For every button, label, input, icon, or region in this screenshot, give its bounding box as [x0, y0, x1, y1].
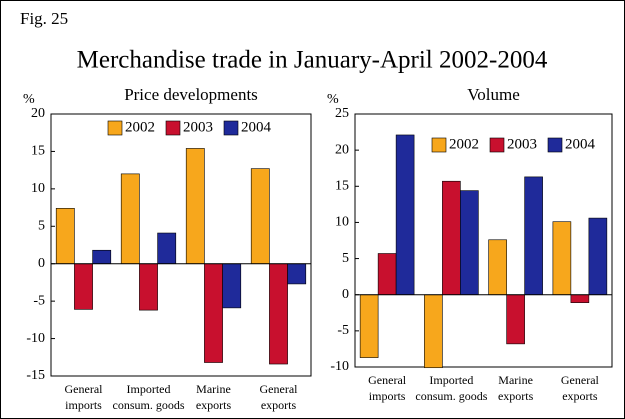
y-tick-label: -5 — [33, 293, 45, 308]
bar — [377, 253, 397, 296]
x-tick-label: Imported — [429, 373, 473, 387]
bar — [460, 190, 479, 296]
bar — [588, 217, 608, 296]
x-tick-label: exports — [562, 389, 598, 403]
bar — [287, 263, 307, 285]
y-tick-label: 20 — [31, 106, 45, 121]
x-tick-label: General — [368, 373, 407, 387]
x-tick-label: exports — [196, 398, 232, 412]
y-tick-label: -5 — [337, 323, 349, 338]
legend-swatch — [107, 120, 123, 136]
legend-swatch — [547, 137, 563, 153]
legend-swatch — [489, 137, 505, 153]
bar — [359, 294, 379, 358]
x-tick-label: consum. goods — [415, 389, 487, 403]
bar — [488, 239, 507, 296]
bar — [442, 180, 461, 296]
plot-area — [50, 113, 312, 377]
bar — [552, 221, 572, 296]
bar — [139, 263, 158, 311]
bar — [157, 232, 177, 265]
y-tick-label: 20 — [335, 142, 349, 157]
legend-label: 2004 — [565, 136, 596, 152]
panel-title: Volume — [467, 85, 520, 104]
legend-label: 2003 — [183, 119, 213, 135]
figure-title: Merchandise trade in January-April 2002-… — [77, 47, 548, 74]
bar — [185, 148, 205, 265]
x-tick-label: General — [260, 382, 299, 396]
bar — [74, 263, 93, 310]
legend-label: 2004 — [241, 119, 272, 135]
legend-label: 2002 — [449, 136, 479, 152]
bar — [524, 176, 543, 296]
legend-label: 2003 — [507, 136, 537, 152]
y-tick-label: -10 — [330, 359, 349, 374]
y-tick-label: -10 — [26, 331, 45, 346]
plot-area — [354, 113, 613, 368]
y-tick-label: 0 — [38, 256, 45, 271]
x-tick-label: General — [561, 373, 600, 387]
y-tick-label: 25 — [335, 106, 349, 121]
bar — [222, 263, 242, 309]
figure-label: Fig. 25 — [20, 9, 68, 28]
x-tick-label: General — [65, 382, 104, 396]
bar — [269, 263, 288, 365]
legend-swatch — [165, 120, 181, 136]
legend-swatch — [223, 120, 239, 136]
y-tick-label: 10 — [335, 215, 349, 230]
y-axis-label: % — [23, 92, 35, 107]
bar — [120, 173, 140, 265]
bar — [204, 263, 223, 363]
x-tick-label: Marine — [196, 382, 231, 396]
bar — [424, 294, 443, 369]
legend-swatch — [431, 137, 447, 153]
bar — [570, 294, 590, 303]
bar — [92, 249, 112, 265]
bar — [250, 168, 270, 265]
bar — [506, 294, 525, 345]
y-tick-label: 10 — [31, 181, 45, 196]
panel-title: Price developments — [124, 85, 258, 104]
bar — [395, 134, 415, 296]
x-tick-label: Marine — [498, 373, 533, 387]
bar — [55, 208, 75, 265]
x-tick-label: consum. goods — [113, 398, 185, 412]
x-tick-label: Imported — [127, 382, 171, 396]
x-tick-label: exports — [498, 389, 534, 403]
y-tick-label: 15 — [31, 144, 45, 159]
y-tick-label: 0 — [342, 287, 349, 302]
y-tick-label: 5 — [342, 251, 349, 266]
x-tick-label: imports — [65, 398, 102, 412]
y-tick-label: -15 — [26, 368, 45, 383]
legend-label: 2002 — [125, 119, 155, 135]
y-tick-label: 5 — [38, 219, 45, 234]
y-tick-label: 15 — [335, 179, 349, 194]
x-tick-label: imports — [369, 389, 406, 403]
y-axis-label: % — [327, 92, 339, 107]
x-tick-label: exports — [261, 398, 297, 412]
